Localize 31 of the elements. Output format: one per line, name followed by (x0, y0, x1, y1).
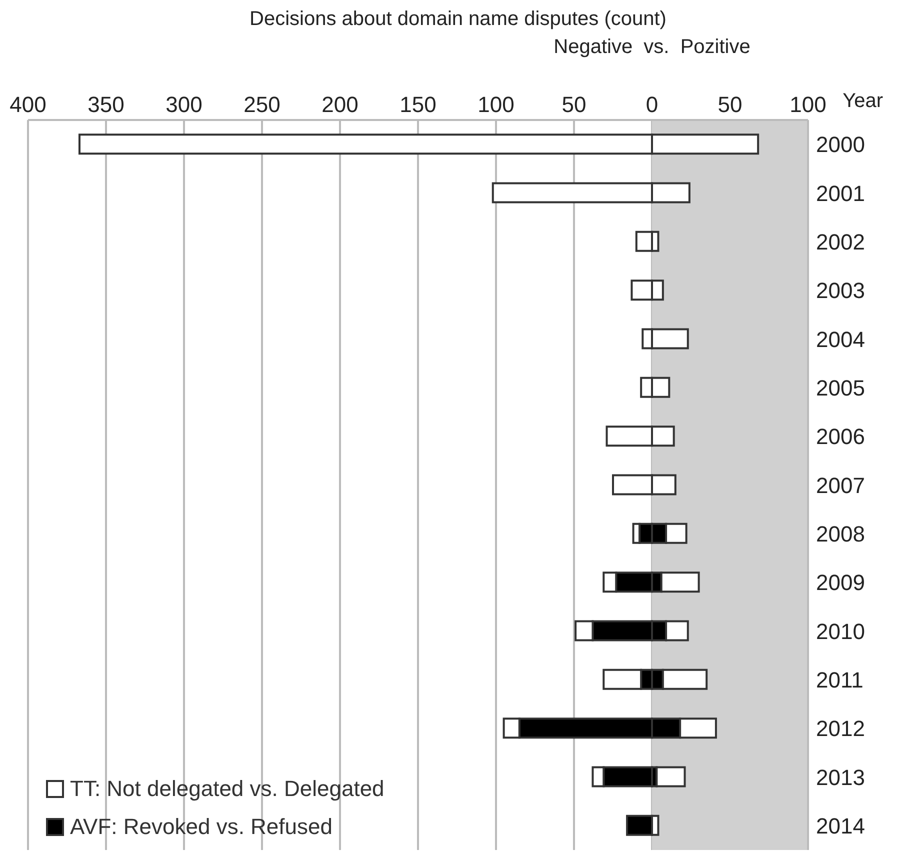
y-tick-label: 2003 (816, 278, 865, 304)
y-tick-label: 2007 (816, 472, 865, 498)
y-tick-label: 2000 (816, 132, 865, 158)
x-tick-label: 200 (322, 92, 358, 117)
y-tick-label: 2005 (816, 375, 865, 400)
y-tick-label: 2010 (816, 618, 865, 644)
legend-label: TT: Not delegated vs. Delegated (70, 775, 384, 803)
y-tick-label: 2001 (816, 180, 865, 206)
y-tick-label: 2014 (816, 813, 865, 838)
legend-label: AVF: Revoked vs. Refused (70, 813, 332, 841)
x-tick-label: 50 (562, 92, 586, 117)
y-tick-label: 2009 (816, 570, 865, 596)
x-tick-label: 150 (400, 92, 436, 117)
y-tick-label: 2013 (816, 764, 865, 790)
chart-title: Decisions about domain name disputes (count) (248, 8, 668, 32)
x-tick-label: 400 (10, 92, 46, 117)
x-tick-label: 250 (244, 92, 280, 117)
y-tick-label: 2004 (816, 326, 865, 352)
y-tick-label: 2006 (816, 424, 865, 450)
x-tick-label: 0 (646, 92, 658, 117)
y-tick-label: 2011 (816, 667, 864, 692)
x-tick-label: 100 (790, 92, 826, 117)
x-tick-label: 50 (718, 92, 742, 117)
y-tick-label: 2002 (816, 229, 865, 254)
chart-subtitle: Negative vs. Pozitive (552, 36, 752, 59)
y-tick-label: 2012 (816, 716, 865, 742)
y-tick-label: 2008 (816, 521, 865, 546)
x-tick-label: 300 (166, 92, 202, 117)
x-tick-label: 350 (88, 92, 124, 117)
x-tick-label: 100 (478, 92, 514, 117)
y-axis-title: Year (842, 90, 884, 112)
